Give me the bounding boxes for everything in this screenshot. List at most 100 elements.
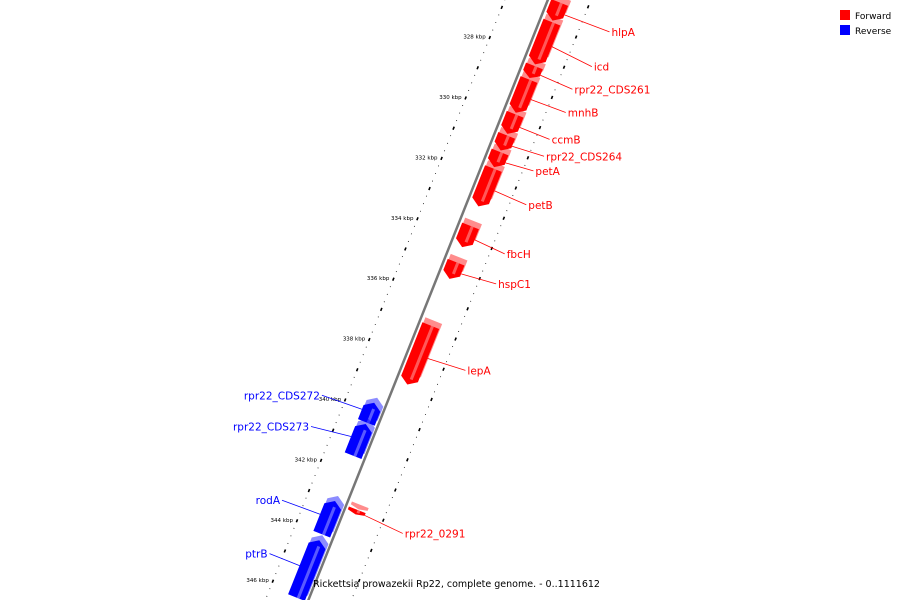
gene-rpr22_CDS273[interactable]: rpr22_CDS273 [233, 418, 375, 459]
gene-label[interactable]: rpr22_0291 [405, 528, 466, 540]
gene-label[interactable]: fbcH [507, 249, 531, 261]
gene-rpr22_CDS264[interactable]: rpr22_CDS264 [494, 127, 623, 163]
ruler-tick [331, 428, 335, 432]
gene-label[interactable]: petA [535, 166, 560, 178]
gene-arrow[interactable] [347, 506, 366, 516]
legend-label: Reverse [855, 27, 892, 37]
tick-label: 332 kbp [415, 155, 438, 161]
ruler-tick [488, 35, 492, 40]
ruler-tick [369, 548, 373, 553]
gene-arrow-highlight [518, 79, 533, 109]
ruler-tick [562, 65, 566, 70]
gene-arrow[interactable] [501, 110, 524, 134]
ruler-tick [367, 337, 371, 342]
gene-fbcH[interactable]: fbcH [455, 217, 531, 261]
gene-arrow-highlight [322, 506, 336, 536]
gene-arrow-highlight [296, 545, 321, 599]
gene-leader-line [519, 127, 550, 140]
gene-leader-line [310, 426, 352, 437]
gene-label[interactable]: ccmB [552, 134, 581, 146]
ruler-tick [379, 307, 383, 312]
ruler-tick [514, 186, 518, 190]
ruler-tick [357, 578, 361, 583]
gene-rpr22_CDS272[interactable]: rpr22_CDS272 [244, 390, 384, 426]
gene-rpr22_0291[interactable]: rpr22_0291 [347, 501, 466, 541]
gene-arrow[interactable] [523, 62, 543, 78]
ruler-tick [271, 579, 275, 583]
gene-label[interactable]: rpr22_CDS272 [244, 390, 320, 402]
gene-icd[interactable]: icd [528, 13, 609, 74]
gene-arrow[interactable] [344, 423, 372, 459]
gene-arrow[interactable] [528, 18, 561, 65]
gene-label[interactable]: petB [528, 200, 552, 212]
ruler-tick [319, 458, 323, 463]
gene-arrow-highlight [480, 168, 497, 202]
ruler-tick [355, 367, 359, 372]
gene-arrow-highlight [555, 2, 563, 17]
ruler-tick [476, 65, 480, 70]
ruler-tick [418, 427, 421, 432]
gene-label[interactable]: rpr22_CDS264 [546, 151, 622, 163]
gene-leader-line [551, 46, 593, 67]
gene-arrow-highlight [366, 408, 376, 424]
gene-leader-line [474, 239, 505, 255]
gene-ccmB[interactable]: ccmB [501, 105, 581, 146]
ruler-tick [283, 549, 287, 553]
ruler-tick [416, 216, 419, 221]
gene-petA[interactable]: petA [487, 143, 561, 178]
gene-label[interactable]: ptrB [245, 549, 267, 561]
gene-arrow-highlight [356, 509, 361, 514]
gene-hspC1[interactable]: hspC1 [443, 253, 531, 291]
gene-label[interactable]: rodA [256, 495, 281, 507]
gene-arrow[interactable] [546, 0, 569, 21]
gene-leader-line [364, 515, 403, 534]
ruler-tick [428, 186, 431, 191]
gene-arrow-highlight [531, 66, 538, 75]
ruler-tick [526, 156, 530, 160]
ruler-tick [392, 277, 395, 281]
gene-arrow[interactable] [401, 322, 440, 385]
gene-arrow[interactable] [288, 540, 326, 600]
gene-label[interactable]: lepA [467, 365, 491, 377]
gene-rpr22_CDS261[interactable]: rpr22_CDS261 [523, 57, 650, 97]
gene-arrow-highlight [409, 325, 434, 381]
gene-arrow-shade [350, 501, 369, 511]
ruler-tick [466, 307, 469, 311]
legend-label: Forward [855, 12, 891, 22]
gene-label[interactable]: icd [594, 62, 609, 74]
gene-label[interactable]: mnhB [568, 107, 599, 119]
genome-caption: Rickettsia prowazekii Rp22, complete gen… [313, 579, 600, 590]
gene-label[interactable]: hspC1 [498, 279, 531, 291]
tick-label: 328 kbp [463, 35, 486, 41]
ruler-tick [550, 95, 554, 100]
ruler-tick [307, 488, 311, 493]
tick-label: 346 kbp [246, 578, 269, 584]
gene-leader-line [505, 162, 534, 172]
tick-label: 330 kbp [439, 95, 462, 101]
gene-label[interactable]: rpr22_CDS273 [233, 421, 309, 433]
gene-label[interactable]: hlpA [611, 27, 635, 39]
ruler-tick [464, 96, 467, 100]
gene-mnhB[interactable]: mnhB [509, 71, 599, 119]
gene-lepA[interactable]: lepA [401, 317, 491, 385]
gene-arrow[interactable] [357, 402, 381, 426]
gene-arrow[interactable] [443, 258, 465, 279]
ruler-tick [454, 337, 457, 341]
gene-arrow[interactable] [472, 165, 502, 207]
gene-ptrB[interactable]: ptrB [245, 535, 329, 600]
gene-leader-line [281, 499, 321, 515]
gene-arrow[interactable] [494, 132, 516, 151]
genome-backbone [307, 0, 550, 600]
gene-rodA[interactable]: rodA [256, 495, 345, 538]
ruler-tick [343, 398, 347, 402]
gene-label[interactable]: rpr22_CDS261 [574, 84, 650, 96]
gene-arrow[interactable] [487, 148, 509, 168]
gene-hlpA[interactable]: hlpA [546, 0, 636, 39]
gene-arrow[interactable] [455, 222, 479, 248]
gene-arrow-highlight [503, 135, 510, 147]
gene-petB[interactable]: petB [472, 160, 553, 212]
gene-arrow[interactable] [313, 500, 342, 538]
ruler-tick [500, 5, 504, 10]
ruler-tick [538, 125, 542, 130]
gene-arrow[interactable] [509, 76, 538, 113]
